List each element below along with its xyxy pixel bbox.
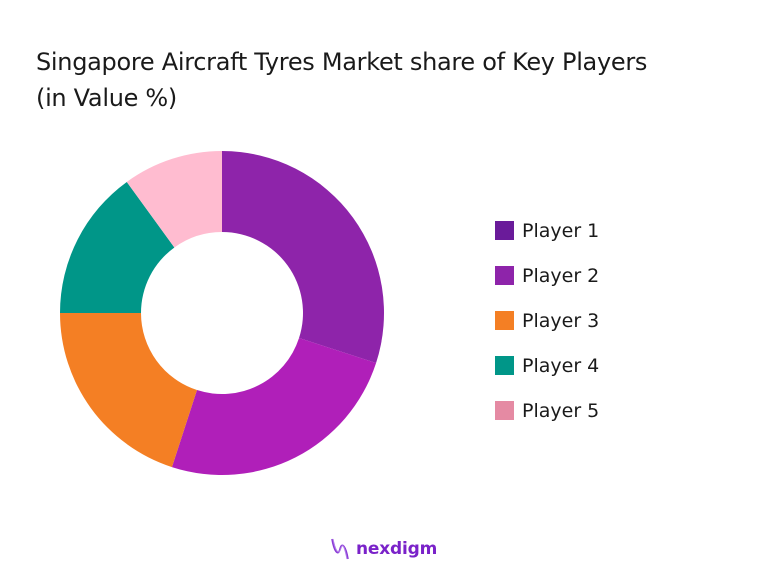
legend-label: Player 2: [522, 264, 600, 287]
legend-item-player-5: Player 5: [495, 388, 599, 433]
nexdigm-logo: nexdigm: [330, 537, 437, 561]
legend-swatch: [495, 311, 514, 330]
legend-swatch: [495, 401, 514, 420]
chart-title: Singapore Aircraft Tyres Market share of…: [36, 44, 756, 116]
donut-slice-player-2: [171, 338, 377, 475]
legend-item-player-2: Player 2: [495, 253, 599, 298]
legend-item-player-3: Player 3: [495, 298, 599, 343]
logo-text: nexdigm: [356, 539, 438, 559]
chart-title-line1: Singapore Aircraft Tyres Market share of…: [36, 48, 648, 76]
donut-slice-player-4: [60, 181, 175, 313]
legend-item-player-4: Player 4: [495, 343, 599, 388]
donut-slice-player-5: [126, 151, 222, 248]
nexdigm-wave-icon: [331, 538, 349, 560]
legend-label: Player 3: [522, 309, 600, 332]
chart-title-line2: (in Value %): [36, 84, 177, 112]
donut-slice-player-3: [60, 313, 197, 468]
legend-swatch: [495, 221, 514, 240]
legend-label: Player 5: [522, 399, 600, 422]
legend-label: Player 4: [522, 354, 600, 377]
legend-item-player-1: Player 1: [495, 208, 599, 253]
donut-slice-player-1: [222, 151, 384, 364]
donut-slices: [60, 151, 384, 475]
legend-label: Player 1: [522, 219, 600, 242]
legend-swatch: [495, 356, 514, 375]
legend: Player 1 Player 2 Player 3 Player 4 Play…: [495, 208, 599, 433]
legend-swatch: [495, 266, 514, 285]
